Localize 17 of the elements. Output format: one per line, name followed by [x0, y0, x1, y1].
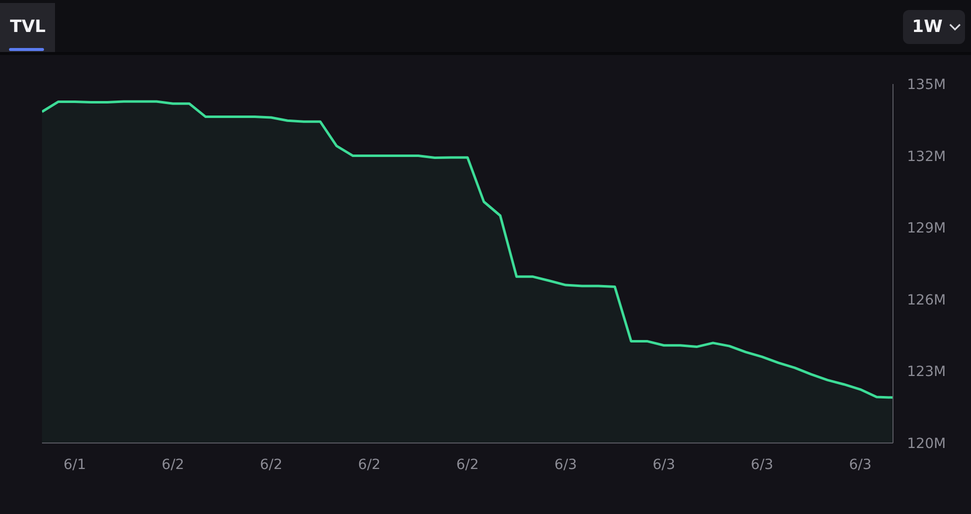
text: 1W — [912, 17, 943, 37]
x-tick-label: 6/2 — [358, 456, 381, 473]
x-tick-label: 6/2 — [260, 456, 282, 473]
x-tick-label: 6/2 — [162, 456, 184, 473]
x-tick-label: 6/3 — [554, 456, 577, 473]
x-tick-label: 6/2 — [456, 456, 479, 473]
y-tick-label: 120M — [907, 436, 946, 452]
x-tick-label: 6/1 — [63, 456, 86, 473]
x-tick-label: 6/3 — [652, 456, 676, 473]
x-tick-label: 6/3 — [750, 456, 774, 473]
chart-title: TVL — [10, 17, 46, 37]
y-tick-label: 132M — [907, 148, 946, 165]
y-tick-label: 123M — [907, 364, 946, 380]
y-tick-label: 129M — [907, 220, 946, 237]
y-tick-label: 126M — [907, 292, 946, 308]
y-tick-label: 135M — [907, 76, 946, 93]
x-tick-label: 6/3 — [849, 456, 872, 473]
